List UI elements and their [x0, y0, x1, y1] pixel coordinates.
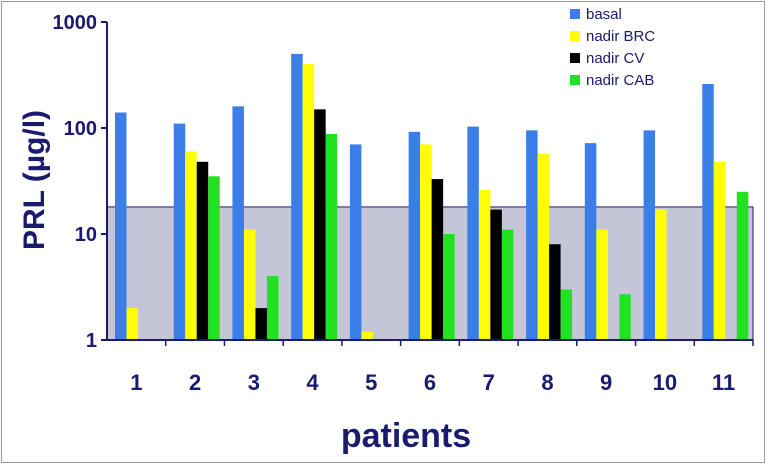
x-tick-label: 2	[189, 370, 201, 395]
y-axis-label: PRL (µg/l)	[18, 110, 51, 250]
bar-nadir-brc-patient-2	[185, 151, 197, 340]
bar-nadir-brc-patient-11	[713, 161, 726, 340]
legend-swatch-nadir-cv	[570, 53, 580, 63]
x-tick-label: 10	[653, 370, 677, 395]
legend-swatch-nadir-cab	[570, 75, 580, 85]
x-tick-labels: 1 2 3 4 5 6 7 8 9 10 11	[130, 370, 735, 395]
x-tick-label: 3	[248, 370, 260, 395]
bar-basal-patient-3	[232, 106, 244, 340]
legend-swatch-nadir-brc	[570, 31, 580, 41]
y-tick-label: 10	[75, 224, 97, 246]
bar-nadir-cv-patient-6	[431, 179, 444, 340]
x-tick-label: 8	[541, 370, 553, 395]
legend-swatch-basal	[570, 9, 580, 19]
bar-basal-patient-10	[643, 130, 656, 340]
bar-nadir-brc-patient-4	[302, 64, 315, 340]
legend-label: nadir BRC	[586, 28, 655, 45]
bar-nadir-cv-patient-2	[196, 161, 209, 340]
bar-nadir-cab-patient-7	[501, 229, 514, 340]
bar-basal-patient-1	[115, 112, 127, 340]
bar-nadir-brc-patient-1	[126, 308, 138, 340]
bar-nadir-brc-patient-9	[596, 229, 608, 340]
y-tick-label: 100	[64, 118, 97, 140]
bars-group	[115, 53, 749, 341]
bar-nadir-cv-patient-8	[549, 244, 561, 340]
bar-nadir-cab-patient-11	[736, 191, 749, 340]
legend-label: nadir CAB	[586, 72, 654, 89]
bar-nadir-cv-patient-4	[314, 109, 326, 341]
bar-nadir-cv-patient-3	[255, 308, 267, 340]
legend-label: nadir CV	[586, 50, 644, 67]
x-axis-label: patients	[341, 417, 471, 455]
x-tick-label: 1	[130, 370, 142, 395]
y-tick-label: 1000	[53, 12, 98, 34]
bar-nadir-cab-patient-8	[560, 289, 573, 340]
x-tick-label: 4	[306, 370, 319, 395]
bar-basal-patient-6	[408, 131, 421, 340]
x-tick-label: 9	[600, 370, 612, 395]
y-tick-labels: 1 10 100 1000	[53, 12, 98, 352]
bar-nadir-cab-patient-3	[266, 276, 279, 340]
bar-basal-patient-7	[467, 126, 479, 340]
axes-group	[101, 21, 754, 346]
bar-nadir-cab-patient-9	[619, 294, 631, 340]
bar-nadir-brc-patient-5	[361, 331, 373, 340]
bar-nadir-cab-patient-6	[443, 234, 455, 340]
bar-basal-patient-5	[349, 144, 362, 340]
bar-nadir-brc-patient-6	[420, 144, 432, 340]
legend-label: basal	[586, 6, 622, 23]
bar-basal-patient-2	[173, 123, 186, 341]
y-tick-label: 1	[86, 330, 97, 352]
x-tick-label: 6	[424, 370, 436, 395]
bar-basal-patient-11	[702, 84, 714, 341]
bar-nadir-brc-patient-3	[243, 229, 256, 340]
x-tick-label: 5	[365, 370, 377, 395]
x-tick-label: 11	[712, 370, 735, 395]
bar-nadir-brc-patient-8	[537, 153, 550, 340]
bar-basal-patient-8	[526, 130, 538, 340]
legend: basal nadir BRC nadir CV nadir CAB	[570, 6, 655, 89]
bar-nadir-cv-patient-7	[490, 209, 502, 340]
bar-nadir-cab-patient-4	[325, 133, 338, 340]
bar-basal-patient-9	[584, 143, 597, 340]
x-tick-label: 7	[483, 370, 495, 395]
bar-basal-patient-4	[291, 53, 303, 340]
bar-nadir-cab-patient-2	[208, 176, 220, 340]
bar-nadir-brc-patient-10	[655, 209, 667, 340]
bar-nadir-brc-patient-7	[478, 190, 491, 340]
